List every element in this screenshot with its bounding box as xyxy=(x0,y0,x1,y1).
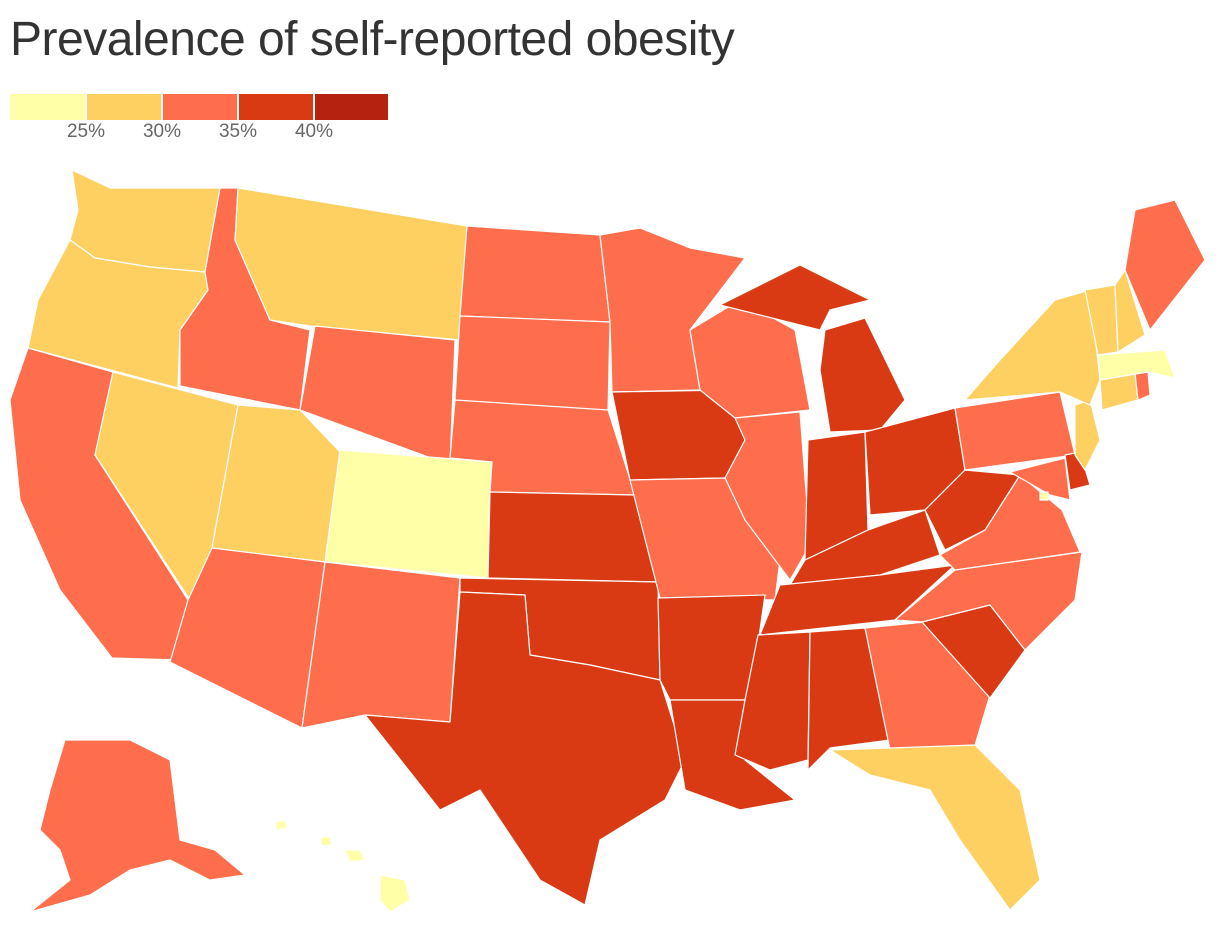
legend-tick-25: 25% xyxy=(66,121,106,142)
state-RI xyxy=(1134,371,1151,401)
state-AL xyxy=(807,627,891,771)
state-NH xyxy=(1114,269,1146,353)
legend-tick-30: 30% xyxy=(142,121,182,142)
state-MD xyxy=(1009,457,1071,501)
legend-tick-40: 40% xyxy=(294,121,334,142)
state-NY xyxy=(964,289,1101,406)
legend-swatch-3 xyxy=(239,94,313,120)
state-ME xyxy=(1124,199,1206,331)
state-TN xyxy=(759,564,956,636)
color-legend: 25% 30% 35% 40% xyxy=(10,94,390,154)
state-SD xyxy=(454,315,611,413)
legend-tick-35: 35% xyxy=(218,121,258,142)
map-title: Prevalence of self-reported obesity xyxy=(10,13,735,66)
state-MA xyxy=(1097,349,1176,381)
state-MT xyxy=(234,187,468,341)
state-NM xyxy=(301,561,461,729)
state-IL xyxy=(724,411,811,581)
state-AK xyxy=(29,739,246,913)
state-DC xyxy=(1039,491,1049,501)
state-WV xyxy=(924,469,1021,551)
legend-swatch-2 xyxy=(163,94,237,120)
state-GA xyxy=(864,621,991,751)
legend-swatch-1 xyxy=(87,94,161,120)
state-KS xyxy=(487,491,659,583)
legend-swatch-0 xyxy=(10,94,85,120)
state-HI xyxy=(274,819,411,913)
legend-swatch-4 xyxy=(315,94,388,120)
state-TX xyxy=(364,591,686,906)
state-PA xyxy=(954,391,1076,471)
state-ND xyxy=(459,225,611,323)
state-CO xyxy=(324,449,493,579)
state-NJ xyxy=(1074,399,1101,471)
state-FL xyxy=(829,744,1041,911)
state-AZ xyxy=(169,547,326,729)
